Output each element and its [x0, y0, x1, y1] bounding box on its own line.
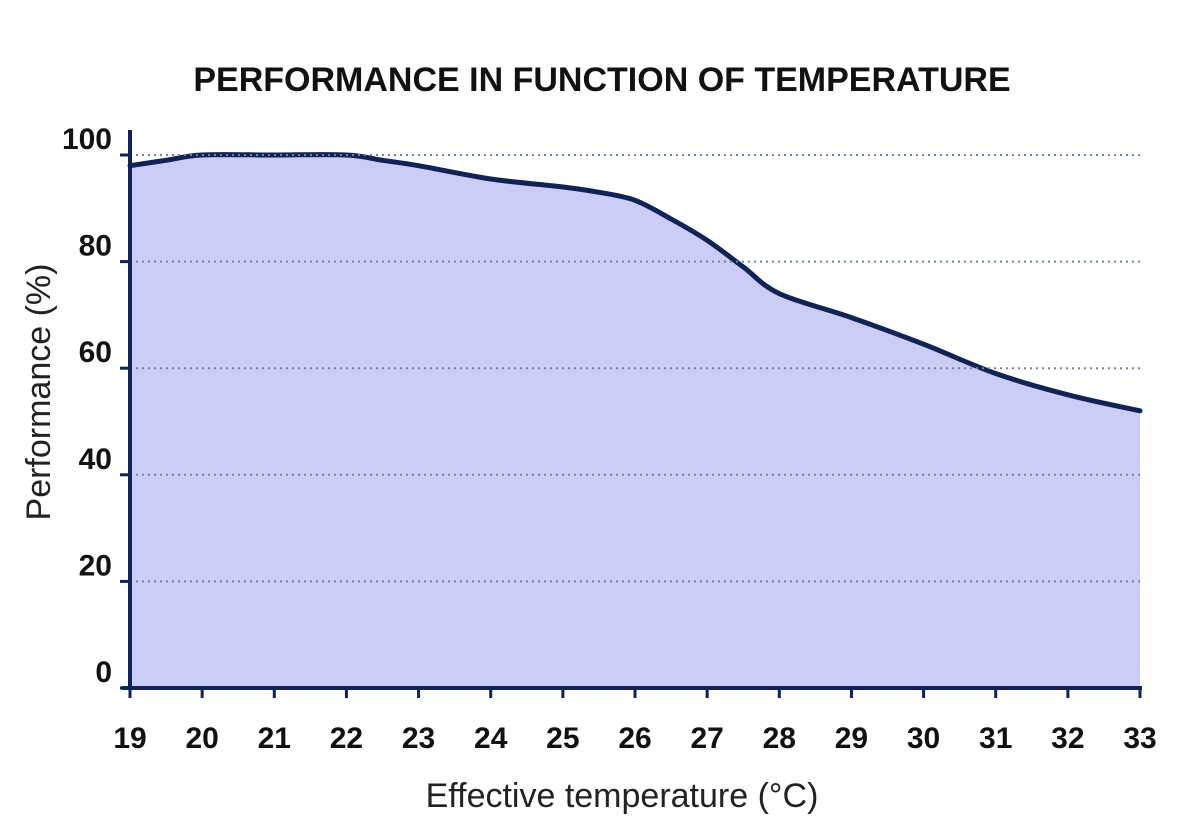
axes — [120, 130, 1142, 698]
y-tick-label: 20 — [79, 549, 112, 582]
x-tick-label: 33 — [1123, 722, 1156, 755]
x-tick-label: 24 — [474, 722, 508, 755]
x-tick-label: 23 — [402, 722, 435, 755]
y-tick-labels: 0 20 40 60 80 100 — [62, 123, 112, 689]
x-tick-label: 25 — [546, 722, 579, 755]
x-tick-label: 21 — [258, 722, 291, 755]
x-tick-label: 19 — [113, 722, 146, 755]
y-tick-label: 80 — [79, 230, 112, 263]
grid-lines — [130, 154, 1140, 583]
x-tick-label: 31 — [979, 722, 1012, 755]
x-tick-label: 30 — [907, 722, 940, 755]
x-tick-labels: 19 20 21 22 23 24 25 26 27 28 29 30 31 32 33 — [113, 722, 1156, 755]
data-line — [127, 152, 1143, 414]
x-tick-label: 27 — [690, 722, 723, 755]
y-tick-label: 40 — [79, 443, 112, 476]
x-tick-label: 22 — [330, 722, 363, 755]
data-area — [127, 152, 1143, 689]
x-tick-label: 20 — [185, 722, 218, 755]
y-tick-label: 0 — [95, 656, 112, 689]
x-axis-label: Effective temperature (°C) — [426, 777, 819, 815]
y-axis-label: Performance (%) — [20, 264, 58, 521]
area-fill — [130, 154, 1140, 689]
x-tick-label: 32 — [1051, 722, 1084, 755]
chart-title: PERFORMANCE IN FUNCTION OF TEMPERATURE — [193, 61, 1010, 99]
x-tick-label: 28 — [763, 722, 796, 755]
y-tick-label: 100 — [62, 123, 112, 156]
x-tick-label: 29 — [835, 722, 868, 755]
y-tick-label: 60 — [79, 336, 112, 369]
x-tick-label: 26 — [618, 722, 651, 755]
